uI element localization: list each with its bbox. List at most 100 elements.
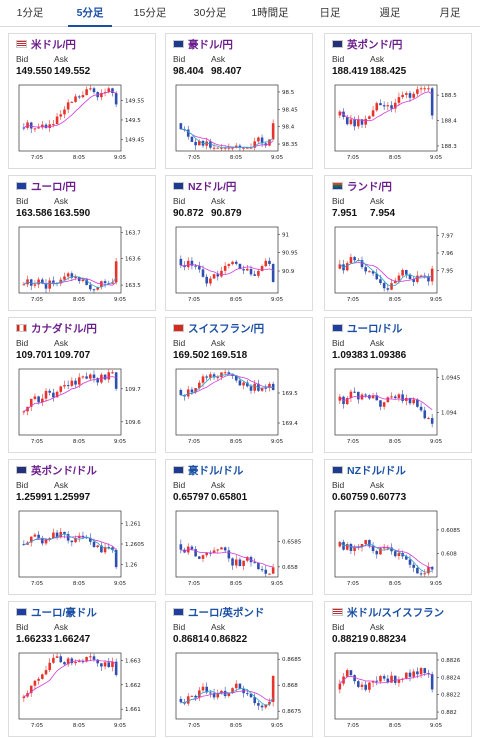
candle-body: [48, 662, 51, 671]
currency-card[interactable]: スイスフラン/円 Bid 169.502 Ask 169.518 169.5 169.4 7:…: [165, 317, 313, 453]
candle-body: [338, 683, 342, 690]
pair-name-link[interactable]: ユーロ/英ポンド: [188, 607, 265, 619]
currency-card[interactable]: ユーロ/ドル Bid 1.09383 Ask 1.09386 1.0945 1.094 7:0…: [324, 317, 472, 453]
tab-1min[interactable]: 1分足: [16, 7, 44, 19]
currency-card[interactable]: NZドル/円 Bid 90.872 Ask 90.879 91 90.95 90.9 7:05 8…: [165, 175, 313, 311]
candle-body: [375, 395, 379, 401]
pair-name-link[interactable]: カナダドル/円: [31, 323, 97, 335]
moving-average-line: [339, 541, 433, 569]
x-tick-label: 8:05: [230, 581, 243, 587]
candlestick-chart: 91 90.95 90.9 7:05 8:05 9:05: [175, 226, 298, 303]
candle-body: [397, 97, 401, 103]
bid-price: 98.404: [173, 66, 204, 77]
y-tick-label: 7.97: [441, 234, 454, 240]
candle-body: [227, 147, 231, 149]
candlestick-chart: 169.5 169.4 7:05 8:05 9:05: [175, 368, 298, 445]
tab-15min[interactable]: 15分足: [133, 7, 167, 19]
y-tick-label: 0.8685: [282, 657, 302, 663]
plot-frame: [175, 226, 279, 294]
tab-monthly[interactable]: 月足: [439, 7, 461, 19]
candle-body: [22, 127, 26, 129]
candlestick-chart: 149.55 149.5 149.45 7:05 8:05 9:05: [18, 84, 145, 161]
currency-card[interactable]: 豪ドル/円 Bid 98.404 Ask 98.407 98.5 98.45 98.4 98.3…: [165, 33, 313, 169]
currency-card[interactable]: NZドル/ドル Bid 0.60759 Ask 0.60773 0.6085 0.608 7:…: [324, 459, 472, 595]
tab-5min[interactable]: 5分足: [60, 0, 120, 27]
x-tick-label: 7:05: [31, 297, 44, 303]
currency-card[interactable]: カナダドル/円 Bid 109.701 Ask 109.707 109.7 109.6 7:0…: [8, 317, 156, 453]
candle-body: [179, 390, 183, 396]
currency-card[interactable]: ユーロ/英ポンド Bid 0.86814 Ask 0.86822 0.8685 0.868 0…: [165, 601, 313, 737]
currency-card[interactable]: ユーロ/円 Bid 163.586 Ask 163.590 163.7 163.6 163.5…: [8, 175, 156, 311]
candle-body: [179, 544, 183, 550]
ask-label: Ask: [211, 622, 226, 632]
pair-name-link[interactable]: ユーロ/ドル: [347, 323, 403, 335]
pair-name-link[interactable]: 豪ドル/円: [188, 39, 233, 51]
bid-label: Bid: [173, 196, 186, 206]
candle-body: [338, 541, 342, 547]
candle-body: [379, 103, 382, 106]
candle-body: [393, 675, 397, 683]
tab-daily[interactable]: 日足: [319, 7, 341, 19]
pair-name-link[interactable]: ユーロ/豪ドル: [31, 607, 97, 619]
pair-name-link[interactable]: NZドル/円: [188, 181, 237, 193]
candle-body: [92, 289, 96, 291]
candle-body: [231, 558, 234, 566]
candle-body: [416, 399, 419, 407]
candle-body: [271, 567, 275, 574]
candle-body: [249, 386, 253, 391]
ask-label: Ask: [54, 480, 69, 490]
pair-name-link[interactable]: 英ポンド/ドル: [31, 465, 97, 477]
candle-body: [41, 538, 44, 544]
candle-body: [393, 396, 397, 398]
x-tick-label: 8:05: [73, 581, 86, 587]
bid-price: 0.88219: [332, 634, 369, 645]
candle-body: [216, 147, 220, 149]
candle-body: [194, 141, 197, 146]
candle-body: [92, 88, 96, 93]
candle-body: [74, 276, 77, 278]
x-tick-label: 7:05: [347, 155, 360, 161]
pair-name-link[interactable]: 米ドル/円: [31, 39, 76, 51]
candle-body: [52, 280, 55, 283]
timeframe-tabs: 1分足 5分足 15分足 30分足 1時間足 日足 週足 月足: [0, 0, 480, 27]
candle-body: [55, 282, 59, 284]
candle-body: [427, 566, 430, 574]
candle-body: [419, 275, 423, 277]
x-tick-label: 7:05: [347, 581, 360, 587]
pair-name-link[interactable]: ユーロ/円: [31, 181, 76, 193]
candle-body: [257, 271, 260, 276]
tab-weekly[interactable]: 週足: [379, 7, 401, 19]
currency-card[interactable]: 豪ドル/ドル Bid 0.65797 Ask 0.65801 0.6585 0.658 7:0…: [165, 459, 313, 595]
candle-body: [29, 122, 33, 129]
pair-name-link[interactable]: NZドル/ドル: [347, 465, 406, 477]
short-ma-line: [23, 533, 117, 554]
pair-name-link[interactable]: ランド/円: [347, 181, 392, 193]
plot-frame: [18, 84, 122, 152]
tab-30min[interactable]: 30分足: [193, 7, 227, 19]
currency-card[interactable]: ユーロ/豪ドル Bid 1.66233 Ask 1.66247 1.663 1.662 1.6…: [8, 601, 156, 737]
candle-body: [371, 271, 375, 274]
tab-1hour[interactable]: 1時間足: [251, 7, 289, 19]
y-tick-label: 0.658: [282, 565, 298, 571]
x-tick-label: 7:05: [188, 723, 201, 729]
candle-body: [393, 102, 397, 109]
pair-name-link[interactable]: 米ドル/スイスフラン: [347, 607, 445, 619]
candle-body: [44, 283, 48, 289]
candle-body: [29, 685, 33, 694]
currency-card[interactable]: ランド/円 Bid 7.951 Ask 7.954 7.97 7.96 7.95 7:05 8:0…: [324, 175, 472, 311]
candle-body: [260, 266, 264, 272]
currency-card[interactable]: 英ポンド/ドル Bid 1.25991 Ask 1.25997 1.261 1.2605 1.…: [8, 459, 156, 595]
pair-name-link[interactable]: 英ポンド/円: [347, 39, 403, 51]
candle-body: [216, 274, 220, 277]
candle-body: [412, 279, 415, 282]
currency-card[interactable]: 米ドル/円 Bid 149.550 Ask 149.552 149.55 149.5 149.…: [8, 33, 156, 169]
candle-body: [268, 573, 271, 575]
currency-card[interactable]: 米ドル/スイスフラン Bid 0.88219 Ask 0.88234 0.8826 0.88…: [324, 601, 472, 737]
candlestick-chart: 7.97 7.96 7.95 7:05 8:05 9:05: [334, 226, 454, 303]
currency-card[interactable]: 英ポンド/円 Bid 188.419 Ask 188.425 188.5 188.4 188.…: [324, 33, 472, 169]
bid-label: Bid: [173, 622, 186, 632]
x-tick-label: 8:05: [73, 439, 86, 445]
pair-name-link[interactable]: 豪ドル/ドル: [188, 465, 244, 477]
candle-body: [29, 398, 33, 407]
pair-name-link[interactable]: スイスフラン/円: [188, 323, 265, 335]
